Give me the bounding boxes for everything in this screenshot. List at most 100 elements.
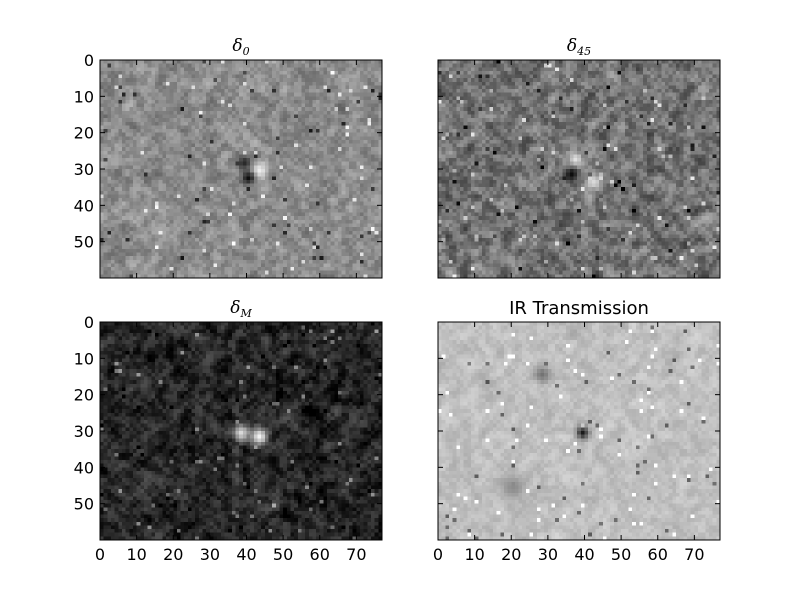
heatmap-cell — [209, 169, 214, 174]
heatmap-cell — [114, 107, 119, 112]
heatmap-cell — [118, 70, 123, 75]
heatmap-cell — [165, 136, 170, 141]
heatmap-cell — [301, 114, 306, 119]
heatmap-cell — [191, 89, 196, 94]
heatmap-cell — [272, 248, 277, 253]
heatmap-cell — [154, 110, 159, 115]
heatmap-cell — [374, 92, 379, 97]
heatmap-cell — [272, 238, 277, 243]
heatmap-cell — [360, 198, 365, 203]
heatmap-cell — [275, 143, 280, 148]
heatmap-cell — [246, 230, 251, 235]
heatmap-cell — [158, 63, 163, 68]
heatmap-cell — [327, 263, 332, 268]
heatmap-cell — [217, 118, 222, 123]
heatmap-cell — [184, 129, 189, 134]
heatmap-cell — [114, 161, 119, 166]
heatmap-cell — [191, 125, 196, 130]
heatmap-cell — [195, 118, 200, 123]
heatmap-cell — [301, 169, 306, 174]
heatmap-cell — [374, 63, 379, 68]
heatmap-cell — [202, 143, 207, 148]
heatmap-cell — [253, 121, 258, 126]
heatmap-cell — [242, 187, 247, 192]
heatmap-cell — [250, 274, 255, 279]
heatmap-cell — [338, 139, 343, 144]
heatmap-cell — [176, 216, 181, 221]
heatmap-cell — [107, 169, 112, 174]
heatmap-cell — [496, 70, 501, 75]
heatmap-cell — [110, 81, 116, 86]
heatmap-cell — [173, 230, 178, 235]
heatmap-cell — [242, 270, 247, 275]
heatmap-cell — [268, 227, 273, 232]
heatmap-cell — [363, 205, 368, 210]
heatmap-cell — [158, 129, 163, 134]
heatmap-cell — [110, 103, 116, 108]
heatmap-cell — [319, 89, 324, 94]
heatmap-cell — [591, 60, 596, 65]
heatmap-cell — [272, 143, 277, 148]
heatmap-cell — [147, 274, 152, 279]
heatmap-cell — [253, 139, 258, 144]
heatmap-cell — [297, 187, 302, 192]
heatmap-cell — [286, 259, 291, 264]
heatmap-cell — [661, 63, 666, 68]
heatmap-cell — [129, 179, 134, 184]
heatmap-cell — [489, 70, 494, 75]
heatmap-cell — [121, 132, 127, 137]
heatmap-cell — [136, 161, 141, 166]
heatmap-cell — [169, 274, 174, 279]
heatmap-cell — [100, 263, 105, 268]
heatmap-cell — [202, 219, 207, 224]
heatmap-cell — [301, 201, 306, 206]
heatmap-cell — [338, 263, 343, 268]
heatmap-cell — [323, 274, 328, 279]
heatmap-cell — [184, 179, 189, 184]
heatmap-cell — [360, 114, 365, 119]
heatmap-cell — [173, 107, 178, 112]
heatmap-cell — [327, 136, 332, 141]
heatmap-cell — [173, 70, 178, 75]
heatmap-cell — [107, 179, 112, 184]
heatmap-cell — [371, 212, 376, 217]
heatmap-cell — [143, 92, 149, 97]
heatmap-cell — [330, 107, 335, 112]
heatmap-cell — [301, 60, 306, 65]
heatmap-cell — [363, 248, 368, 253]
heatmap-cell — [621, 70, 626, 75]
heatmap-cell — [114, 252, 119, 257]
heatmap-cell — [352, 121, 357, 126]
heatmap-cell — [209, 263, 214, 268]
heatmap-cell — [220, 205, 225, 210]
heatmap-cell — [323, 103, 328, 108]
heatmap-cell — [213, 118, 218, 123]
heatmap-cell — [206, 74, 211, 79]
heatmap-cell — [341, 238, 346, 243]
heatmap-cell — [290, 81, 295, 86]
heatmap-cell — [206, 129, 211, 134]
heatmap-cell — [327, 143, 332, 148]
heatmap-cell — [319, 248, 324, 253]
heatmap-cell — [591, 63, 596, 68]
heatmap-cell — [341, 274, 346, 279]
heatmap-cell — [118, 92, 123, 97]
heatmap-cell — [286, 103, 291, 108]
heatmap-cell — [272, 81, 277, 86]
heatmap-cell — [264, 190, 269, 195]
heatmap-cell — [228, 263, 233, 268]
heatmap-cell — [187, 241, 192, 246]
heatmap-cell — [679, 67, 684, 72]
heatmap-cell — [180, 114, 185, 119]
heatmap-cell — [158, 99, 163, 104]
heatmap-cell — [628, 67, 633, 72]
heatmap-cell — [367, 70, 372, 75]
heatmap-cell — [100, 270, 105, 275]
heatmap-cell — [187, 92, 192, 97]
heatmap-cell — [360, 143, 365, 148]
heatmap-cell — [363, 99, 368, 104]
heatmap-cell — [198, 227, 203, 232]
heatmap-cell — [140, 248, 145, 253]
heatmap-cell — [151, 259, 156, 264]
heatmap-cell — [239, 125, 244, 130]
